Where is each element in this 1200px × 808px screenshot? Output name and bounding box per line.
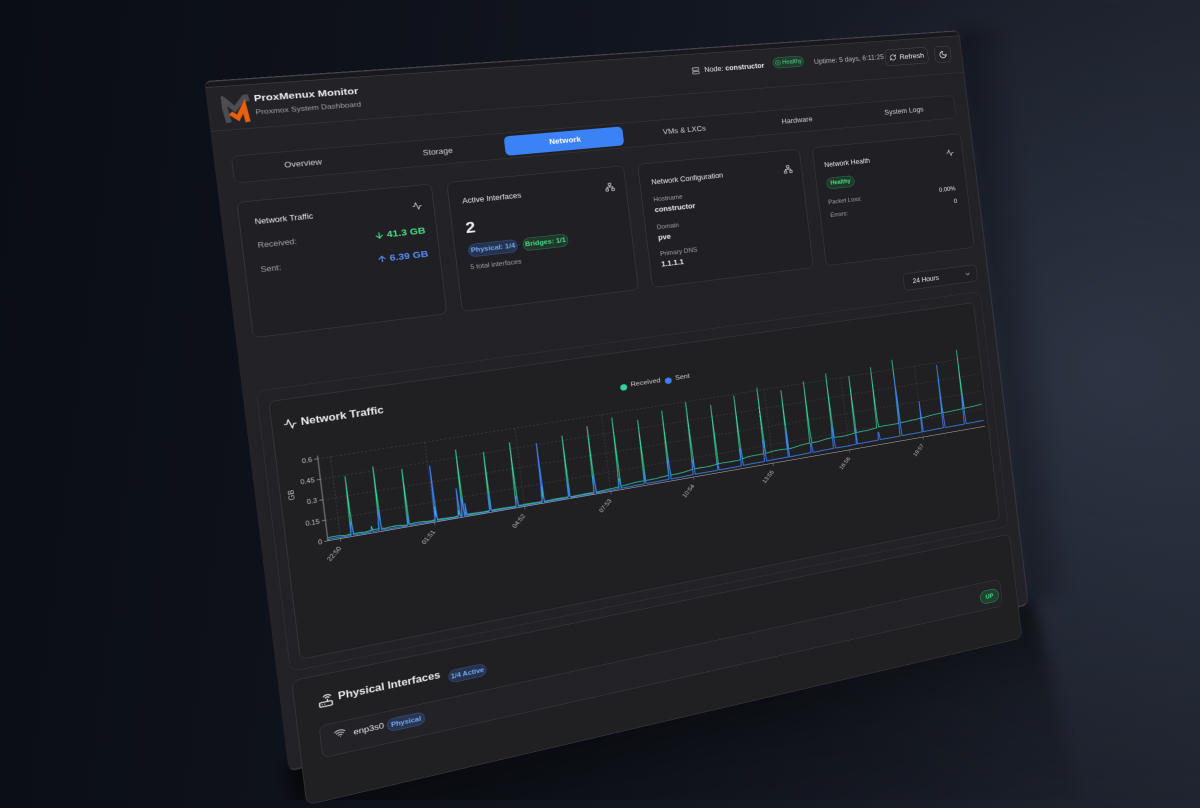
svg-text:04:52: 04:52	[511, 513, 527, 529]
svg-text:13:55: 13:55	[761, 469, 775, 484]
svg-text:0.3: 0.3	[307, 498, 318, 507]
svg-text:0.45: 0.45	[300, 477, 315, 486]
svg-text:0: 0	[318, 539, 323, 547]
svg-text:0.15: 0.15	[305, 518, 320, 527]
svg-text:22:50: 22:50	[326, 545, 344, 562]
svg-text:10:54: 10:54	[681, 483, 696, 499]
svg-text:01:51: 01:51	[420, 529, 437, 546]
svg-text:GB: GB	[286, 489, 297, 501]
svg-text:19:57: 19:57	[912, 443, 925, 458]
svg-text:07:53: 07:53	[598, 498, 614, 514]
svg-text:16:56: 16:56	[838, 456, 852, 471]
svg-text:0.6: 0.6	[302, 457, 313, 465]
